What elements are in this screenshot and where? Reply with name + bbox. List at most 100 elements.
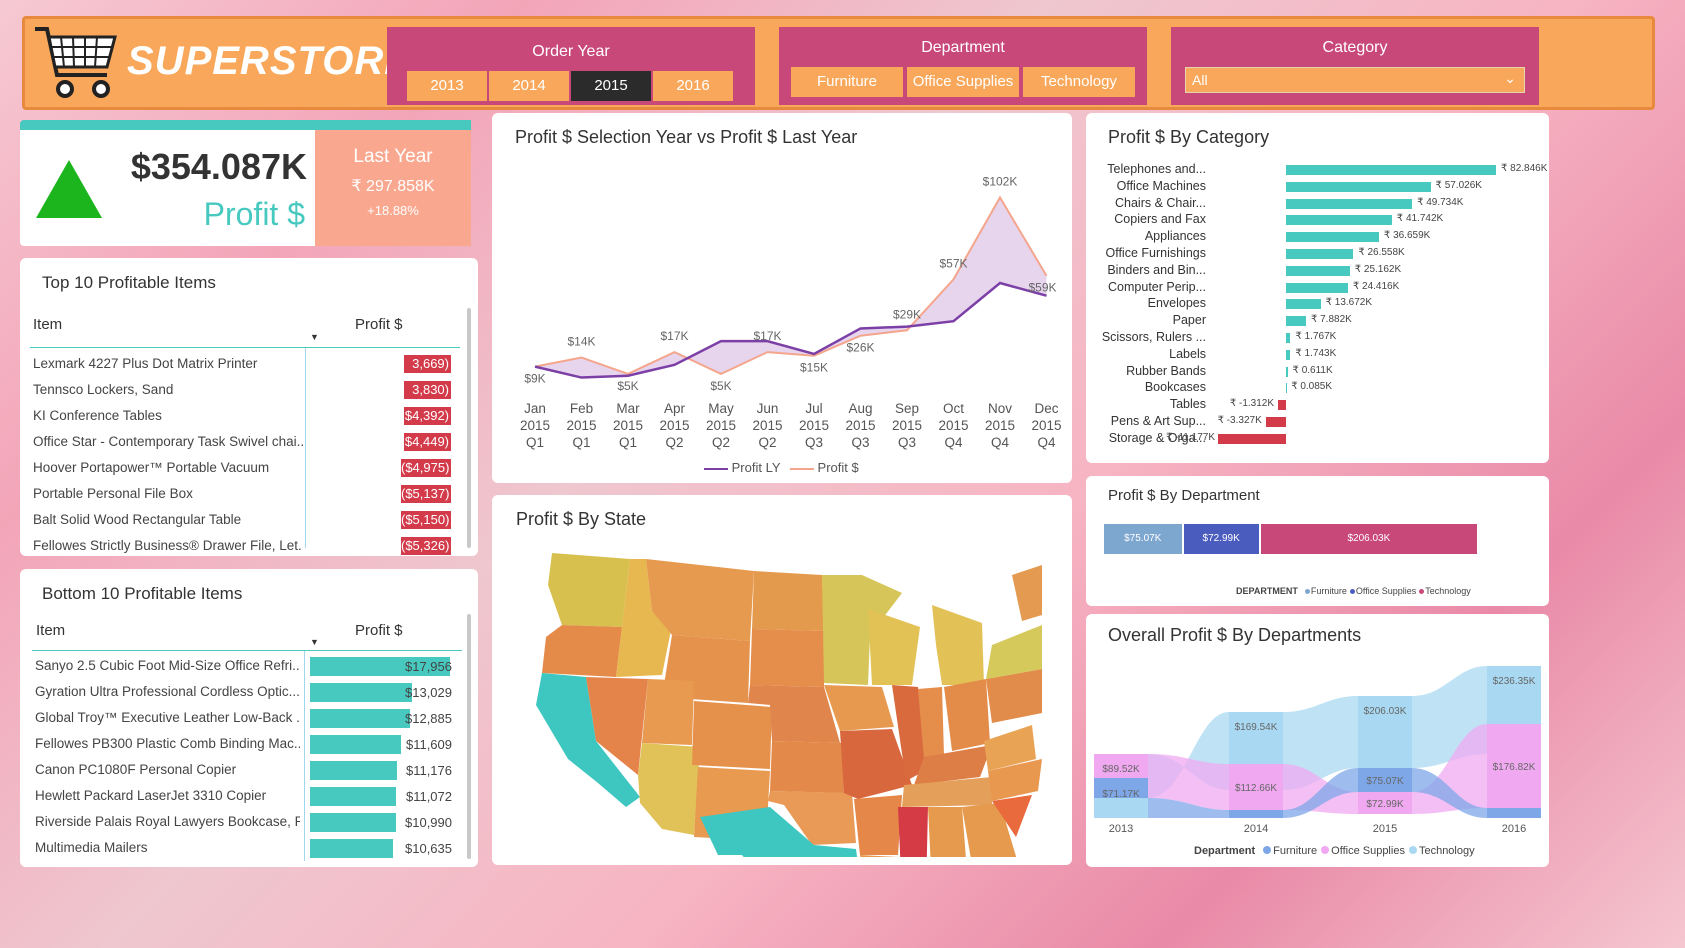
state-maine[interactable] — [1012, 565, 1042, 621]
state-virginia[interactable] — [984, 725, 1036, 771]
table-row[interactable]: Office Star - Contemporary Task Swivel c… — [20, 432, 460, 454]
state-wisconsin[interactable] — [868, 609, 920, 685]
table-row[interactable]: Hewlett Packard LaserJet 3310 Copier $11,… — [20, 786, 460, 808]
state-indiana[interactable] — [918, 687, 944, 759]
state-colorado[interactable] — [692, 701, 772, 769]
category-bar — [1286, 232, 1379, 243]
table-row[interactable]: Gyration Ultra Professional Cordless Opt… — [20, 682, 460, 704]
legend-title: Department — [1194, 845, 1256, 857]
data-label: $102K — [983, 175, 1018, 189]
year-button-2016[interactable]: 2016 — [653, 71, 733, 101]
state-arkansas[interactable] — [854, 795, 902, 855]
category-value: ₹ 41.742K — [1396, 213, 1444, 225]
state-arizona[interactable] — [638, 743, 700, 835]
ribbon-value-label: $89.52K — [1102, 764, 1140, 775]
state-ohio[interactable] — [944, 679, 990, 751]
state-alabama[interactable] — [928, 807, 968, 857]
dept-segment-technology[interactable]: $206.03K — [1260, 524, 1477, 554]
us-states-map[interactable] — [522, 545, 1042, 857]
state-north-dakota[interactable] — [752, 571, 824, 631]
table-row[interactable]: KI Conference Tables $4,392) — [20, 406, 460, 428]
state-pennsylvania[interactable] — [986, 669, 1042, 723]
state-oregon[interactable] — [542, 625, 622, 677]
table-row[interactable]: Hoover Portapower™ Portable Vacuum ($4,97… — [20, 458, 460, 480]
state-mississippi[interactable] — [898, 807, 928, 857]
table-row[interactable]: Tennsco Lockers, Sand 3,830) — [20, 380, 460, 402]
category-bar — [1278, 400, 1286, 411]
state-nevada[interactable] — [586, 677, 648, 775]
year-button-2014[interactable]: 2014 — [489, 71, 569, 101]
row-profit: ($5,150) — [401, 511, 451, 529]
top10-card: Top 10 Profitable Items Item Profit $ ▼ … — [20, 258, 478, 556]
state-texas[interactable] — [700, 807, 862, 857]
category-dropdown[interactable]: All ⌄ — [1185, 67, 1525, 93]
row-item: Office Star - Contemporary Task Swivel c… — [33, 434, 303, 449]
state-washington[interactable] — [548, 553, 630, 627]
ribbon-column-segment — [1229, 764, 1283, 810]
sort-arrow-icon[interactable]: ▼ — [310, 332, 319, 342]
state-north-carolina[interactable] — [988, 759, 1042, 801]
table-row[interactable]: Fellowes Strictly Business® Drawer File,… — [20, 536, 460, 558]
x-tick-label: 2013 — [1109, 823, 1133, 835]
x-tick-label: 2015 — [1373, 823, 1397, 835]
state-michigan[interactable] — [932, 605, 984, 685]
bottom10-col-item[interactable]: Item — [36, 622, 66, 639]
state-illinois[interactable] — [892, 685, 928, 781]
ribbon-value-label: $169.54K — [1235, 722, 1278, 733]
scrollbar[interactable] — [467, 308, 471, 548]
year-button-2015[interactable]: 2015 — [571, 71, 651, 101]
sort-arrow-icon[interactable]: ▼ — [310, 637, 319, 647]
dept-segment-furniture[interactable]: $75.07K — [1104, 524, 1182, 554]
dept-button-office-supplies[interactable]: Office Supplies — [907, 67, 1019, 97]
state-louisiana[interactable] — [860, 855, 914, 857]
data-label: $5K — [710, 379, 731, 393]
table-row[interactable]: Portable Personal File Box ($5,137) — [20, 484, 460, 506]
state-south-carolina[interactable] — [992, 795, 1032, 837]
scrollbar[interactable] — [467, 614, 471, 859]
legend-swatch-profit-ly — [704, 467, 728, 470]
state-missouri[interactable] — [840, 729, 912, 799]
legend-title: DEPARTMENT — [1236, 586, 1298, 596]
state-tennessee[interactable] — [902, 777, 992, 807]
state-kansas[interactable] — [770, 741, 844, 793]
state-new-york[interactable] — [986, 625, 1042, 679]
state-idaho[interactable] — [616, 559, 672, 677]
table-row[interactable]: Sanyo 2.5 Cubic Foot Mid-Size Office Ref… — [20, 656, 460, 678]
ribbon-value-label: $206.03K — [1364, 706, 1407, 717]
row-profit-bar — [310, 787, 397, 806]
state-california[interactable] — [536, 673, 640, 807]
state-minnesota[interactable] — [822, 575, 902, 685]
year-button-2013[interactable]: 2013 — [407, 71, 487, 101]
category-bar — [1286, 265, 1350, 276]
table-row[interactable]: Balt Solid Wood Rectangular Table ($5,150… — [20, 510, 460, 532]
top10-title: Top 10 Profitable Items — [42, 273, 216, 292]
state-oklahoma[interactable] — [768, 791, 856, 845]
category-bar — [1286, 366, 1288, 377]
state-nebraska[interactable] — [748, 685, 840, 743]
table-row[interactable]: Global Troy™ Executive Leather Low-Back … — [20, 708, 460, 730]
dept-chart-card: Profit $ By Department $75.07K $72.99K $20… — [1086, 476, 1549, 606]
legend-dot — [1419, 589, 1425, 594]
top10-col-item[interactable]: Item — [33, 316, 63, 333]
row-item: Global Troy™ Executive Leather Low-Back … — [35, 710, 300, 725]
bottom10-col-profit[interactable]: Profit $ — [355, 622, 403, 639]
state-utah[interactable] — [642, 679, 694, 745]
state-montana[interactable] — [646, 559, 754, 641]
category-label: Chairs & Chair... — [1114, 195, 1206, 210]
state-iowa[interactable] — [824, 685, 894, 731]
ribbon-value-label: $236.35K — [1493, 676, 1536, 687]
table-row[interactable]: Riverside Palais Royal Lawyers Bookcase,… — [20, 812, 460, 834]
dept-chart-title: Profit $ By Department — [1108, 487, 1260, 504]
x-tick-label: Mar 2015 Q1 — [612, 401, 644, 450]
top10-col-profit[interactable]: Profit $ — [355, 316, 403, 333]
table-row[interactable]: Fellowes PB300 Plastic Comb Binding Mac.… — [20, 734, 460, 756]
dept-button-furniture[interactable]: Furniture — [791, 67, 903, 97]
x-tick-label: 2014 — [1244, 823, 1268, 835]
state-kentucky[interactable] — [914, 745, 992, 785]
dept-button-technology[interactable]: Technology — [1023, 67, 1135, 97]
table-row[interactable]: Lexmark 4227 Plus Dot Matrix Printer 3,66… — [20, 354, 460, 376]
table-row[interactable]: Canon PC1080F Personal Copier $11,176 — [20, 760, 460, 782]
dept-segment-office-supplies[interactable]: $72.99K — [1183, 524, 1259, 554]
table-row[interactable]: Multimedia Mailers $10,635 — [20, 838, 460, 860]
state-south-dakota[interactable] — [750, 629, 824, 687]
